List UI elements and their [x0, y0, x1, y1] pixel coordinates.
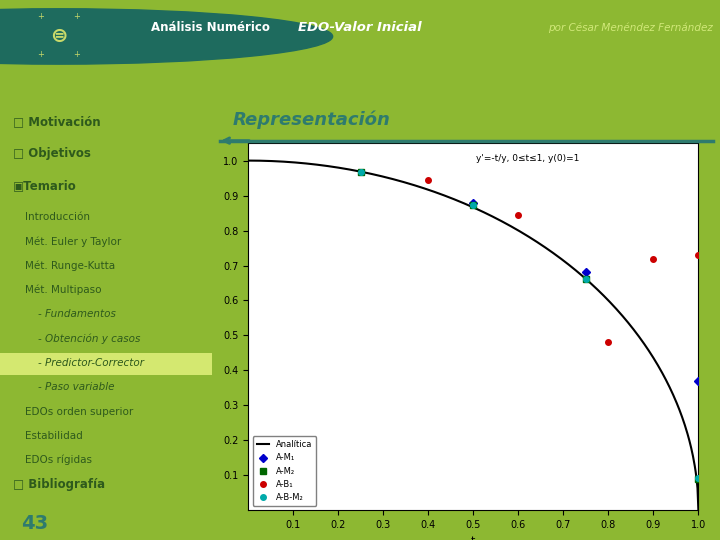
Text: ⊜: ⊜	[50, 26, 68, 46]
A-B-M₂	[469, 202, 478, 208]
Text: 43: 43	[22, 514, 48, 533]
A-B-M₂	[582, 276, 590, 282]
Line: Analítica: Analítica	[248, 160, 698, 510]
Text: EDOs orden superior: EDOs orden superior	[25, 407, 134, 416]
A-M₁	[469, 200, 478, 206]
A-M₁	[694, 377, 703, 384]
Text: +: +	[73, 50, 81, 59]
Circle shape	[0, 9, 333, 64]
A-M₂	[356, 168, 365, 175]
Text: ▣Temario: ▣Temario	[13, 179, 76, 192]
Text: EDOs rígidas: EDOs rígidas	[25, 455, 92, 465]
A-B₁	[514, 212, 523, 218]
Line: A-M₁: A-M₁	[471, 200, 701, 384]
Text: y'=-t/y, 0≤t≤1, y(0)=1: y'=-t/y, 0≤t≤1, y(0)=1	[476, 154, 579, 163]
Text: Representación: Representación	[233, 110, 390, 129]
Text: +: +	[73, 11, 81, 21]
Text: Introducción: Introducción	[25, 212, 91, 222]
Analítica	[683, 431, 692, 437]
X-axis label: t: t	[471, 536, 476, 540]
Text: Análisis Numérico: Análisis Numérico	[151, 21, 270, 34]
Text: Mét. Runge-Kutta: Mét. Runge-Kutta	[25, 261, 116, 271]
A-M₂	[694, 476, 703, 482]
Text: - Predictor-Corrector: - Predictor-Corrector	[38, 358, 144, 368]
Text: - Fundamentos: - Fundamentos	[38, 309, 116, 319]
Analítica	[244, 157, 253, 164]
Analítica	[613, 307, 621, 313]
A-B₁	[424, 177, 433, 183]
Text: - Obtención y casos: - Obtención y casos	[38, 333, 140, 344]
Line: A-B-M₂: A-B-M₂	[358, 169, 701, 481]
Text: Mét. Multipaso: Mét. Multipaso	[25, 285, 102, 295]
A-B-M₂	[694, 475, 703, 481]
Text: +: +	[37, 50, 45, 59]
A-M₂	[469, 202, 478, 208]
Text: □ Objetivos: □ Objetivos	[13, 147, 91, 160]
Line: A-B₁: A-B₁	[426, 177, 701, 345]
A-B-M₂	[356, 168, 365, 175]
Analítica	[694, 507, 703, 514]
Legend: Analítica, A-M₁, A-M₂, A-B₁, A-B-M₂: Analítica, A-M₁, A-M₂, A-B₁, A-B-M₂	[253, 436, 317, 506]
Text: □ Bibliografía: □ Bibliografía	[13, 478, 105, 491]
Text: Estabilidad: Estabilidad	[25, 431, 84, 441]
A-M₂	[582, 276, 590, 282]
Text: □ Motivación: □ Motivación	[13, 116, 100, 129]
Text: EDO-Valor Inicial: EDO-Valor Inicial	[298, 21, 422, 34]
Analítica	[458, 199, 467, 206]
Text: +: +	[37, 11, 45, 21]
Analítica	[461, 200, 469, 207]
FancyBboxPatch shape	[0, 353, 212, 375]
A-B₁	[604, 339, 613, 346]
Analítica	[487, 213, 496, 219]
Line: A-M₂: A-M₂	[358, 169, 701, 482]
A-M₁	[582, 268, 590, 275]
Text: por César Menéndez Fernández: por César Menéndez Fernández	[548, 23, 713, 33]
Text: - Paso variable: - Paso variable	[38, 382, 114, 392]
Text: Mét. Euler y Taylor: Mét. Euler y Taylor	[25, 237, 122, 247]
A-B₁	[649, 255, 658, 262]
A-B₁	[694, 252, 703, 258]
Analítica	[512, 226, 521, 233]
